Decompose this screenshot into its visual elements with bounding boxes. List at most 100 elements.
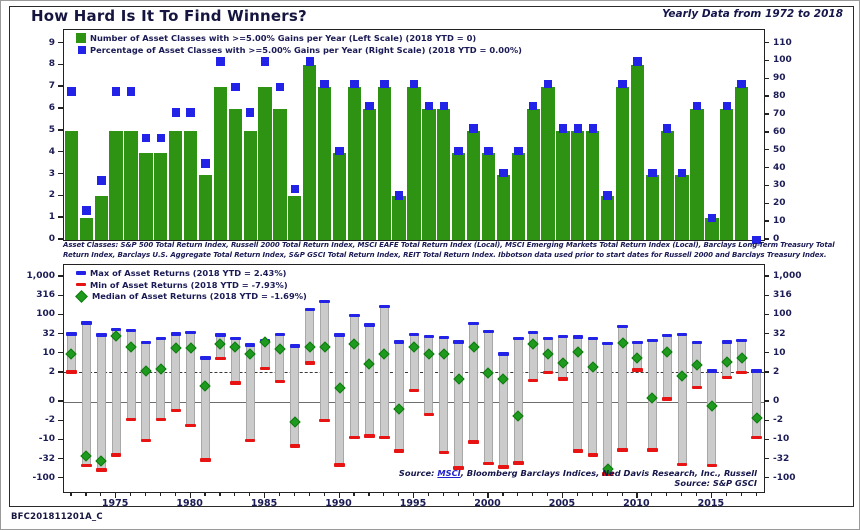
max-tick [274,332,286,337]
green-square-swatch-icon [76,33,86,43]
legend-item: Median of Asset Returns (2018 YTD = -1.6… [75,289,307,303]
min-tick [721,375,733,379]
return-range-bar [141,342,151,441]
legend-label: Percentage of Asset Classes with >=5.00%… [90,44,522,55]
source-prefix: Source: [398,468,438,478]
return-range-bar [245,345,255,441]
top-left-axis-tick [58,150,63,153]
bottom-left-axis-label: 100 [36,309,55,320]
max-tick [215,333,226,337]
asset-class-count-bar [362,109,376,240]
return-range-bar [230,338,240,384]
return-range-bar [618,326,627,451]
top-left-axis-label: 2 [48,190,55,201]
min-tick [647,448,658,452]
gain-percentage-square [543,79,553,88]
gain-percentage-square [335,146,344,155]
max-tick [498,352,509,356]
gain-percentage-square [424,101,434,111]
top-left-axis-label: 8 [48,59,55,70]
gain-percentage-square [528,101,538,111]
asset-class-count-bar [556,130,570,240]
bottom-right-axis-label: 0 [773,396,780,406]
max-tick [125,328,137,332]
top-right-axis-tick [764,113,769,115]
return-range-bar [111,329,121,455]
bottom-right-axis-tick [764,371,769,373]
top-right-axis-label: 110 [773,37,792,48]
return-range-bar [81,322,91,466]
gain-percentage-square [394,191,404,200]
asset-class-count-bar [303,65,317,240]
asset-class-count-bar [496,174,510,240]
year-tick [159,492,161,496]
gain-percentage-square [320,79,329,88]
top-right-axis-label: 90 [773,73,786,84]
asset-class-count-bar [541,87,555,240]
bottom-right-axis-label: -10 [773,434,790,445]
blue-dash-swatch-icon [76,271,86,275]
max-tick [155,336,167,340]
return-range-bar [707,370,717,466]
max-tick [706,369,718,373]
return-range-bar [335,334,345,465]
top-left-axis-tick [58,107,63,109]
year-label: 1980 [176,497,203,509]
bottom-right-axis-label: 1,000 [773,271,802,281]
gain-percentage-square [231,82,240,92]
asset-class-count-bar [526,109,540,240]
bottom-left-axis-tick [58,332,63,335]
max-tick [587,336,599,340]
top-chart-legend: Number of Asset Classes with >=5.00% Gai… [76,33,522,56]
year-label: 2000 [474,497,501,509]
legend-label: Number of Asset Classes with >=5.00% Gai… [90,33,477,43]
min-tick [155,417,167,422]
max-tick [304,307,316,312]
max-tick [483,329,494,334]
top-left-axis-label: 1 [48,212,55,223]
return-range-bar [364,324,374,437]
top-right-axis-tick [764,166,769,169]
bottom-right-axis-label: 10 [773,347,786,358]
asset-class-count-bar [213,87,228,240]
min-tick [349,435,360,440]
year-tick [353,492,355,496]
max-tick [721,340,733,344]
top-left-axis-label: 5 [48,124,55,135]
gain-percentage-square [662,124,672,133]
gain-percentage-square [588,124,598,133]
gain-percentage-square [82,206,91,215]
asset-class-count-bar [481,152,496,240]
max-tick [423,334,435,339]
gain-percentage-square [290,184,300,194]
asset-class-count-bar [94,196,108,240]
asset-class-count-bar [79,218,93,240]
year-tick [144,492,147,496]
min-tick [304,361,316,365]
top-left-axis-tick [58,41,63,44]
gain-percentage-square [558,124,568,133]
asset-class-count-bar [645,174,659,240]
bottom-plot-area: Max of Asset Returns (2018 YTD = 2.43%) M… [63,264,765,493]
gain-percentage-square [499,168,508,178]
gain-percentage-square [111,87,121,96]
year-tick [487,492,489,498]
gain-percentage-square [275,82,285,92]
bottom-left-axis-label: 1,000 [26,271,55,281]
bottom-right-axis-tick [764,457,769,460]
year-tick [442,492,444,496]
return-range-bar [305,309,315,363]
bottom-right-axis-tick [764,332,769,335]
return-range-bar [260,340,270,369]
max-tick [736,338,747,342]
max-tick [349,313,360,318]
msci-source-link[interactable]: MSCI [437,468,461,478]
min-tick [661,397,673,401]
top-plot-area: Number of Asset Classes with >=5.00% Gai… [63,29,765,245]
year-tick [532,492,534,496]
top-left-axis-tick [58,129,63,131]
green-diamond-swatch-icon [75,289,88,303]
bottom-left-axis-tick [58,419,63,422]
bottom-left-axis-tick [58,457,63,460]
